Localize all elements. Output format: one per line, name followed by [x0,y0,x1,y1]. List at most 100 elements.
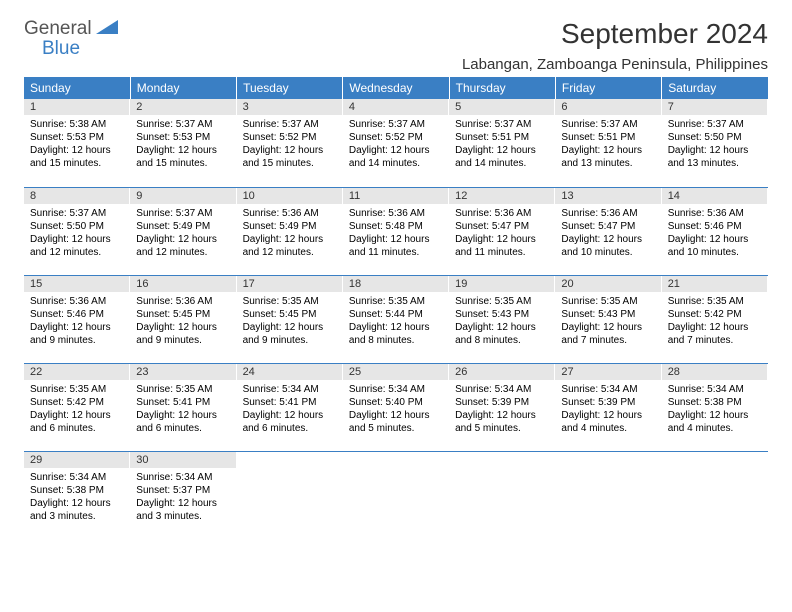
calendar-cell [343,451,449,539]
calendar-cell: 18Sunrise: 5:35 AMSunset: 5:44 PMDayligh… [343,275,449,363]
logo-text-blue: Blue [42,38,118,60]
day-number: 24 [237,364,343,380]
day-number: 4 [343,99,449,115]
day-number: 2 [130,99,236,115]
day-details: Sunrise: 5:34 AMSunset: 5:39 PMDaylight:… [449,380,555,441]
day-number: 5 [449,99,555,115]
day-number: 12 [449,188,555,204]
calendar-cell: 4Sunrise: 5:37 AMSunset: 5:52 PMDaylight… [343,99,449,187]
day-details: Sunrise: 5:35 AMSunset: 5:43 PMDaylight:… [555,292,661,353]
calendar-cell: 1Sunrise: 5:38 AMSunset: 5:53 PMDaylight… [24,99,130,187]
calendar-cell [449,451,555,539]
day-number: 21 [662,276,768,292]
day-number: 16 [130,276,236,292]
day-number: 22 [24,364,130,380]
day-details: Sunrise: 5:35 AMSunset: 5:43 PMDaylight:… [449,292,555,353]
title-block: September 2024 Labangan, Zamboanga Penin… [462,18,768,73]
weekday-header: Sunday [24,77,130,99]
day-details: Sunrise: 5:36 AMSunset: 5:45 PMDaylight:… [130,292,236,353]
calendar-cell: 27Sunrise: 5:34 AMSunset: 5:39 PMDayligh… [555,363,661,451]
day-number: 30 [130,452,236,468]
day-details: Sunrise: 5:35 AMSunset: 5:45 PMDaylight:… [237,292,343,353]
day-details: Sunrise: 5:34 AMSunset: 5:38 PMDaylight:… [24,468,130,529]
day-number: 27 [555,364,661,380]
day-number: 3 [237,99,343,115]
day-number: 7 [662,99,768,115]
day-details: Sunrise: 5:37 AMSunset: 5:52 PMDaylight:… [237,115,343,176]
logo: General Blue [24,18,118,60]
day-details: Sunrise: 5:37 AMSunset: 5:51 PMDaylight:… [555,115,661,176]
day-details: Sunrise: 5:36 AMSunset: 5:46 PMDaylight:… [662,204,768,265]
calendar-cell: 3Sunrise: 5:37 AMSunset: 5:52 PMDaylight… [237,99,343,187]
day-details: Sunrise: 5:37 AMSunset: 5:50 PMDaylight:… [662,115,768,176]
location-text: Labangan, Zamboanga Peninsula, Philippin… [462,56,768,73]
day-number: 25 [343,364,449,380]
day-details: Sunrise: 5:37 AMSunset: 5:51 PMDaylight:… [449,115,555,176]
day-details: Sunrise: 5:37 AMSunset: 5:49 PMDaylight:… [130,204,236,265]
calendar-cell: 22Sunrise: 5:35 AMSunset: 5:42 PMDayligh… [24,363,130,451]
logo-triangle-icon [96,20,118,39]
calendar-cell: 6Sunrise: 5:37 AMSunset: 5:51 PMDaylight… [555,99,661,187]
day-number: 28 [662,364,768,380]
day-number: 20 [555,276,661,292]
calendar-cell: 25Sunrise: 5:34 AMSunset: 5:40 PMDayligh… [343,363,449,451]
calendar-row: 1Sunrise: 5:38 AMSunset: 5:53 PMDaylight… [24,99,768,187]
calendar-cell: 9Sunrise: 5:37 AMSunset: 5:49 PMDaylight… [130,187,236,275]
day-details: Sunrise: 5:36 AMSunset: 5:48 PMDaylight:… [343,204,449,265]
day-details: Sunrise: 5:34 AMSunset: 5:40 PMDaylight:… [343,380,449,441]
calendar-row: 15Sunrise: 5:36 AMSunset: 5:46 PMDayligh… [24,275,768,363]
day-number: 23 [130,364,236,380]
day-number: 8 [24,188,130,204]
day-details: Sunrise: 5:36 AMSunset: 5:47 PMDaylight:… [449,204,555,265]
calendar-cell: 15Sunrise: 5:36 AMSunset: 5:46 PMDayligh… [24,275,130,363]
day-details: Sunrise: 5:35 AMSunset: 5:41 PMDaylight:… [130,380,236,441]
day-details: Sunrise: 5:36 AMSunset: 5:46 PMDaylight:… [24,292,130,353]
calendar-cell: 12Sunrise: 5:36 AMSunset: 5:47 PMDayligh… [449,187,555,275]
day-details: Sunrise: 5:34 AMSunset: 5:41 PMDaylight:… [237,380,343,441]
day-number: 1 [24,99,130,115]
day-details: Sunrise: 5:35 AMSunset: 5:44 PMDaylight:… [343,292,449,353]
day-number: 9 [130,188,236,204]
calendar-cell: 10Sunrise: 5:36 AMSunset: 5:49 PMDayligh… [237,187,343,275]
day-number: 13 [555,188,661,204]
weekday-header: Monday [130,77,236,99]
calendar-cell: 26Sunrise: 5:34 AMSunset: 5:39 PMDayligh… [449,363,555,451]
calendar-cell [662,451,768,539]
day-number: 11 [343,188,449,204]
calendar-cell: 21Sunrise: 5:35 AMSunset: 5:42 PMDayligh… [662,275,768,363]
calendar-cell: 8Sunrise: 5:37 AMSunset: 5:50 PMDaylight… [24,187,130,275]
day-details: Sunrise: 5:34 AMSunset: 5:39 PMDaylight:… [555,380,661,441]
day-number: 19 [449,276,555,292]
day-details: Sunrise: 5:37 AMSunset: 5:50 PMDaylight:… [24,204,130,265]
weekday-header: Saturday [662,77,768,99]
calendar-cell: 20Sunrise: 5:35 AMSunset: 5:43 PMDayligh… [555,275,661,363]
calendar-cell: 24Sunrise: 5:34 AMSunset: 5:41 PMDayligh… [237,363,343,451]
day-number: 10 [237,188,343,204]
day-details: Sunrise: 5:35 AMSunset: 5:42 PMDaylight:… [24,380,130,441]
day-number: 14 [662,188,768,204]
weekday-header: Friday [555,77,661,99]
day-details: Sunrise: 5:38 AMSunset: 5:53 PMDaylight:… [24,115,130,176]
calendar-cell [555,451,661,539]
weekday-header: Tuesday [237,77,343,99]
day-number: 15 [24,276,130,292]
calendar-cell: 19Sunrise: 5:35 AMSunset: 5:43 PMDayligh… [449,275,555,363]
calendar-cell: 11Sunrise: 5:36 AMSunset: 5:48 PMDayligh… [343,187,449,275]
calendar-cell: 7Sunrise: 5:37 AMSunset: 5:50 PMDaylight… [662,99,768,187]
calendar-row: 8Sunrise: 5:37 AMSunset: 5:50 PMDaylight… [24,187,768,275]
day-number: 18 [343,276,449,292]
calendar-header: SundayMondayTuesdayWednesdayThursdayFrid… [24,77,768,99]
day-number: 17 [237,276,343,292]
header: General Blue September 2024 Labangan, Za… [24,18,768,73]
weekday-header: Wednesday [343,77,449,99]
day-details: Sunrise: 5:36 AMSunset: 5:49 PMDaylight:… [237,204,343,265]
day-number: 26 [449,364,555,380]
day-number: 29 [24,452,130,468]
day-details: Sunrise: 5:35 AMSunset: 5:42 PMDaylight:… [662,292,768,353]
calendar-cell: 5Sunrise: 5:37 AMSunset: 5:51 PMDaylight… [449,99,555,187]
calendar-row: 29Sunrise: 5:34 AMSunset: 5:38 PMDayligh… [24,451,768,539]
day-details: Sunrise: 5:34 AMSunset: 5:37 PMDaylight:… [130,468,236,529]
day-details: Sunrise: 5:34 AMSunset: 5:38 PMDaylight:… [662,380,768,441]
calendar-cell [237,451,343,539]
calendar-cell: 17Sunrise: 5:35 AMSunset: 5:45 PMDayligh… [237,275,343,363]
